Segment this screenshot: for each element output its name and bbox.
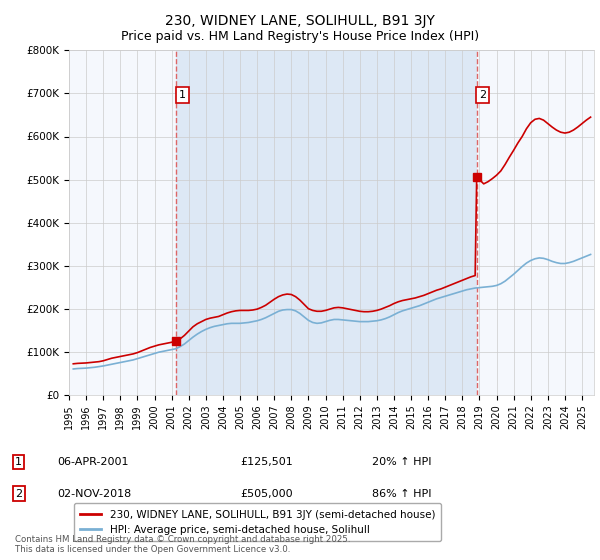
Text: Contains HM Land Registry data © Crown copyright and database right 2025.
This d: Contains HM Land Registry data © Crown c… xyxy=(15,535,350,554)
Text: 230, WIDNEY LANE, SOLIHULL, B91 3JY: 230, WIDNEY LANE, SOLIHULL, B91 3JY xyxy=(165,14,435,28)
Text: 86% ↑ HPI: 86% ↑ HPI xyxy=(372,489,431,499)
Text: 1: 1 xyxy=(15,457,22,467)
Text: 2: 2 xyxy=(479,90,487,100)
Text: 20% ↑ HPI: 20% ↑ HPI xyxy=(372,457,431,467)
Text: £125,501: £125,501 xyxy=(240,457,293,467)
Text: £505,000: £505,000 xyxy=(240,489,293,499)
Text: 2: 2 xyxy=(15,489,22,499)
Text: Price paid vs. HM Land Registry's House Price Index (HPI): Price paid vs. HM Land Registry's House … xyxy=(121,30,479,43)
Text: 1: 1 xyxy=(179,90,186,100)
Text: 02-NOV-2018: 02-NOV-2018 xyxy=(57,489,131,499)
Text: 06-APR-2001: 06-APR-2001 xyxy=(57,457,128,467)
Bar xyxy=(176,50,476,395)
Legend: 230, WIDNEY LANE, SOLIHULL, B91 3JY (semi-detached house), HPI: Average price, s: 230, WIDNEY LANE, SOLIHULL, B91 3JY (sem… xyxy=(74,503,442,541)
